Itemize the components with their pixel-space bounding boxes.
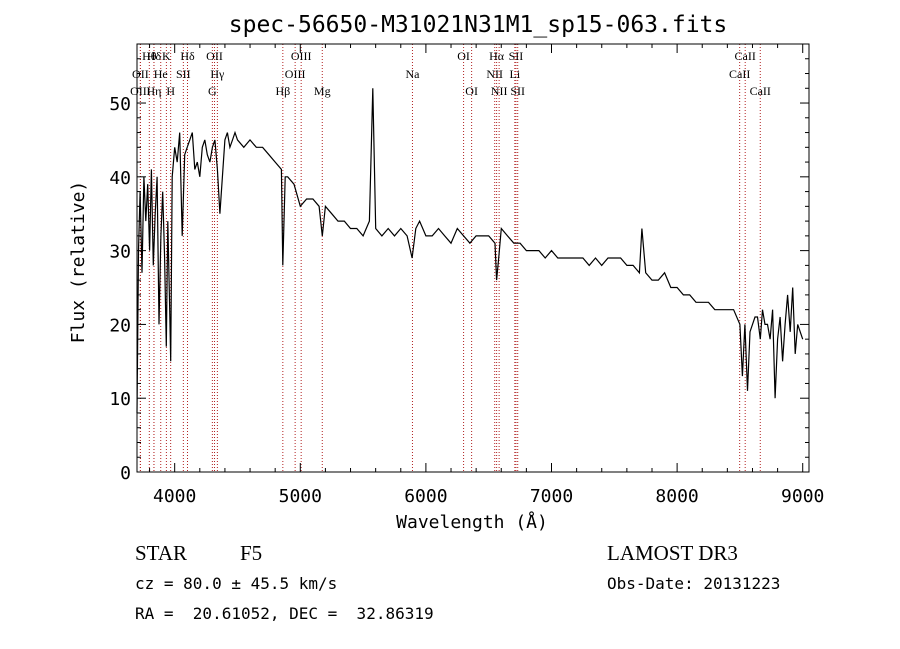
y-tick-label: 20 bbox=[109, 315, 131, 336]
y-tick-label: 0 bbox=[120, 463, 131, 484]
line-label: OI bbox=[457, 49, 470, 63]
line-label: He bbox=[154, 67, 168, 81]
x-axis: 4000 5000 6000 7000 8000 9000 bbox=[149, 44, 824, 507]
y-tick-label: 40 bbox=[109, 168, 131, 189]
line-label: CaII bbox=[729, 67, 750, 81]
spectrum-line bbox=[136, 88, 804, 414]
y-axis: 0 10 20 30 40 50 bbox=[109, 58, 809, 484]
x-tick-label: 7000 bbox=[530, 486, 573, 507]
observation-date: Obs-Date: 20131223 bbox=[607, 574, 781, 593]
line-label: Hβ bbox=[275, 84, 290, 98]
y-tick-label: 10 bbox=[109, 389, 131, 410]
line-label: SII bbox=[510, 84, 525, 98]
line-label: OIII bbox=[130, 84, 151, 98]
line-label: OI bbox=[465, 84, 478, 98]
chart-title: spec-56650-M31021N31M1_sp15-063.fits bbox=[229, 12, 728, 38]
line-label: H bbox=[166, 84, 175, 98]
line-label: CaII bbox=[735, 49, 756, 63]
line-label: Hη bbox=[146, 84, 161, 98]
survey-name: LAMOST DR3 bbox=[607, 541, 738, 565]
x-tick-label: 9000 bbox=[781, 486, 824, 507]
line-label: OII bbox=[206, 49, 223, 63]
line-label: SII bbox=[509, 49, 524, 63]
line-label: NII bbox=[486, 67, 503, 81]
x-tick-label: 5000 bbox=[279, 486, 322, 507]
line-label: Hγ bbox=[210, 67, 225, 81]
line-label: OIII bbox=[291, 49, 312, 63]
y-tick-label: 50 bbox=[109, 94, 131, 115]
x-tick-label: 4000 bbox=[153, 486, 196, 507]
x-tick-label: 6000 bbox=[404, 486, 447, 507]
line-label: SII bbox=[176, 67, 191, 81]
line-label: K bbox=[162, 49, 171, 63]
plot-frame bbox=[136, 43, 810, 473]
object-subclass: F5 bbox=[240, 541, 263, 565]
object-class: STAR bbox=[135, 541, 187, 565]
x-tick-label: 8000 bbox=[655, 486, 698, 507]
line-label: Li bbox=[509, 67, 520, 81]
y-axis-label: Flux (relative) bbox=[68, 181, 89, 344]
line-label: OIII bbox=[285, 67, 306, 81]
coordinates: RA = 20.61052, DEC = 32.86319 bbox=[135, 604, 434, 623]
line-label: CaII bbox=[750, 84, 771, 98]
line-label: G bbox=[208, 84, 217, 98]
y-tick-label: 30 bbox=[109, 242, 131, 263]
line-label: Hα bbox=[489, 49, 505, 63]
line-label: Hδ bbox=[147, 49, 162, 63]
line-label: Na bbox=[405, 67, 420, 81]
line-label: Mg bbox=[314, 84, 331, 98]
redshift-value: cz = 80.0 ± 45.5 km/s bbox=[135, 574, 338, 593]
spectral-line-markers bbox=[139, 44, 761, 472]
x-axis-label: Wavelength (Å) bbox=[396, 511, 548, 533]
line-label: Hθ bbox=[142, 49, 157, 63]
line-label: Hδ bbox=[180, 49, 195, 63]
line-label: NII bbox=[491, 84, 508, 98]
